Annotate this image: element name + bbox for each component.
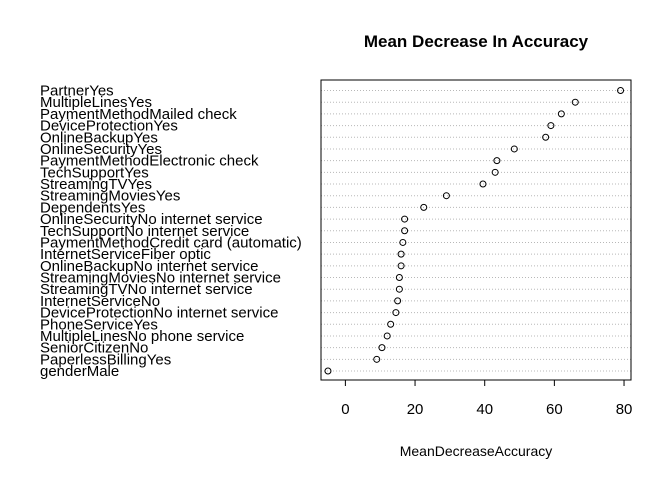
category-label: PaperlessBillingYes: [40, 351, 171, 368]
data-point: [394, 297, 402, 305]
data-point: [542, 133, 550, 141]
chart-title: Mean Decrease In Accuracy: [364, 32, 589, 51]
category-label: PaymentMethodElectronic check: [40, 153, 259, 170]
category-label: MultipleLinesNo phone service: [40, 328, 244, 345]
data-point: [383, 332, 391, 340]
data-point: [395, 274, 403, 281]
data-point: [442, 192, 450, 200]
data-point: [397, 262, 405, 270]
x-tick-label: 80: [616, 401, 633, 418]
category-label: StreamingMoviesNo internet service: [40, 270, 281, 287]
category-label: TechSupportNo internet service: [40, 223, 249, 240]
category-label: DeviceProtectionYes: [40, 118, 178, 135]
data-point: [401, 215, 409, 223]
x-tick-label: 60: [546, 401, 563, 418]
data-points: [324, 87, 625, 375]
category-label: StreamingMoviesYes: [40, 188, 180, 205]
data-point: [420, 203, 428, 211]
category-label: TechSupportYes: [40, 164, 149, 181]
category-label: SeniorCitizenNo: [40, 340, 148, 357]
data-point: [395, 285, 403, 293]
category-label: PhoneServiceYes: [40, 316, 158, 333]
category-label: DependentsYes: [40, 199, 145, 216]
x-tick-label: 0: [341, 401, 349, 418]
category-label: MultipleLinesYes: [40, 94, 152, 111]
category-label: PartnerYes: [40, 83, 114, 100]
x-tick-label: 40: [476, 401, 493, 418]
category-label: OnlineBackupNo internet service: [40, 258, 258, 275]
data-point: [399, 238, 407, 246]
category-label: genderMale: [40, 363, 119, 380]
data-point: [557, 110, 565, 118]
gridlines: [321, 90, 631, 372]
category-label: InternetServiceNo: [40, 293, 160, 310]
category-label: StreamingTVNo internet service: [40, 281, 253, 298]
category-label: OnlineSecurityYes: [40, 141, 162, 158]
data-point: [392, 309, 400, 317]
category-label: InternetServiceFiber optic: [40, 246, 211, 263]
x-axis: 0 20 40 60 80: [341, 380, 632, 418]
data-point: [547, 122, 555, 130]
plot-frame: [320, 79, 632, 381]
data-point: [397, 250, 405, 258]
data-point: [571, 98, 579, 106]
data-point: [324, 367, 332, 375]
category-label: OnlineSecurityNo internet service: [40, 211, 263, 228]
data-point: [617, 87, 625, 94]
category-label: StreamingTVYes: [40, 176, 152, 193]
data-point: [378, 344, 386, 352]
data-point: [491, 168, 499, 176]
category-label: DeviceProtectionNo internet service: [40, 305, 278, 322]
category-labels: PartnerYesMultipleLinesYesPaymentMethodM…: [40, 83, 302, 381]
x-axis-label: MeanDecreaseAccuracy: [400, 443, 553, 459]
category-label: PaymentMethodMailed check: [40, 106, 237, 123]
category-label: OnlineBackupYes: [40, 129, 158, 146]
data-point: [401, 227, 409, 235]
data-point: [387, 320, 395, 328]
x-tick-label: 20: [407, 401, 424, 418]
data-point: [510, 145, 518, 153]
data-point: [479, 180, 487, 188]
data-point: [493, 157, 501, 165]
data-point: [373, 355, 381, 363]
category-label: PaymentMethodCredit card (automatic): [40, 234, 302, 251]
